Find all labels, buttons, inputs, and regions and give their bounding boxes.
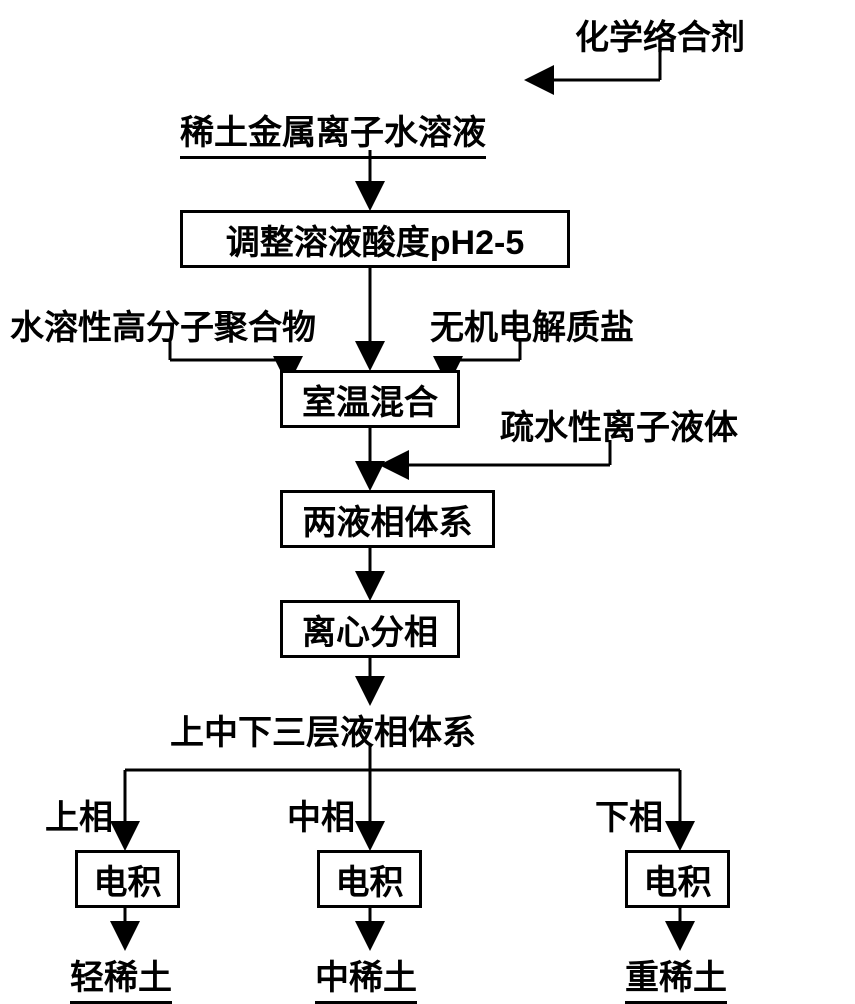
room-temp-mix-box: 室温混合 [280,370,460,428]
two-phase-box: 两液相体系 [280,490,495,548]
electro-text-3: 电积 [644,855,712,904]
room-temp-mix-text: 室温混合 [302,375,438,424]
electro-text-2: 电积 [336,855,404,904]
electro-box-3: 电积 [625,850,730,908]
electro-text-1: 电积 [94,855,162,904]
ionic-liquid-label: 疏水性离子液体 [500,400,738,449]
medium-re-label: 中稀土 [315,950,417,1004]
two-phase-text: 两液相体系 [303,495,473,544]
upper-phase-label: 上相 [45,790,113,839]
rare-earth-solution-label: 稀土金属离子水溶液 [180,105,486,159]
ph-adjust-box: 调整溶液酸度pH2-5 [180,210,570,268]
three-layer-label: 上中下三层液相体系 [170,705,476,754]
electro-box-1: 电积 [75,850,180,908]
centrifuge-text: 离心分相 [302,605,438,654]
heavy-re-label: 重稀土 [625,950,727,1004]
centrifuge-box: 离心分相 [280,600,460,658]
lower-phase-label: 下相 [595,790,663,839]
light-re-label: 轻稀土 [70,950,172,1004]
electro-box-2: 电积 [317,850,422,908]
ph-adjust-text: 调整溶液酸度pH2-5 [226,215,524,264]
chemical-agent-label: 化学络合剂 [575,10,745,59]
middle-phase-label: 中相 [287,790,355,839]
inorganic-salt-label: 无机电解质盐 [430,300,634,349]
polymer-label: 水溶性高分子聚合物 [10,300,316,349]
